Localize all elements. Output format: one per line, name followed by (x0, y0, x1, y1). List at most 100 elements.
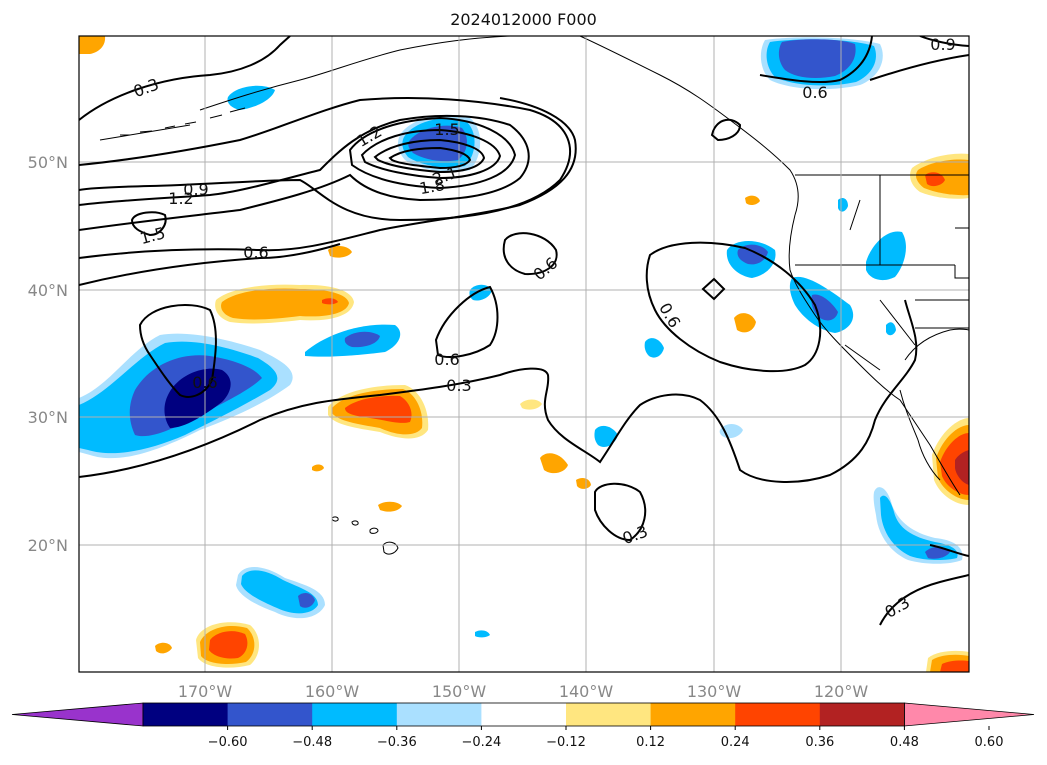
lat-label-40n: 40°N (28, 281, 68, 300)
pos-anomaly-blob (221, 288, 349, 320)
neg-anomaly-blob (925, 546, 950, 559)
neg-anomaly-northeast-strong (778, 39, 856, 78)
longitude-labels: 170°W 160°W 150°W 140°W 130°W 120°W (178, 682, 869, 701)
contour-label: 0.9 (183, 180, 208, 199)
contour-label: 0.6 (802, 83, 827, 102)
neg-anomaly-blob (644, 338, 664, 358)
colorbar-tick-label: −0.12 (546, 735, 586, 750)
neg-anomaly-blob (475, 630, 490, 638)
contour-label: 0.9 (930, 35, 955, 54)
lon-label-160w: 160°W (305, 682, 360, 701)
pos-anomaly-blob (540, 453, 568, 474)
contour-1.2 (79, 114, 530, 231)
colorbar-tick-label: 0.36 (805, 735, 834, 750)
contour-0.6-mid (502, 232, 558, 276)
neg-anomaly-blob (737, 244, 768, 265)
island-kauai (331, 516, 339, 522)
colorbar-tick-label: −0.60 (208, 735, 248, 750)
contour-label: 0.3 (446, 376, 471, 395)
neg-anomaly-blob (227, 85, 275, 110)
pos-anomaly-blob (576, 477, 591, 489)
colorbar-extend-max (904, 702, 1035, 727)
contour-0.6-center (434, 285, 499, 358)
pos-anomaly-blob (520, 399, 542, 410)
contour-ne-box (710, 118, 742, 142)
latitude-labels: 50°N 40°N 30°N 20°N (28, 153, 68, 555)
pos-anomaly-blob (940, 660, 969, 672)
contour-label: 0.6 (192, 373, 217, 392)
coastline-baja (899, 389, 941, 481)
contour-2.4 (388, 146, 472, 170)
neg-anomaly-blob (241, 570, 318, 614)
colorbar-segment (566, 703, 652, 726)
colorbar-extend-min (11, 702, 144, 727)
pos-anomaly-blob (378, 501, 402, 512)
contour-1.8 (360, 128, 502, 180)
pos-anomaly-blob (345, 395, 412, 423)
contour-label: 0.6 (243, 243, 268, 262)
colorbar-segment (396, 703, 482, 726)
neg-anomaly-low-strong (408, 125, 467, 162)
contour-lines (79, 36, 969, 626)
pos-anomaly-blob (209, 631, 248, 659)
lat-label-50n: 50°N (28, 153, 68, 172)
pos-anomaly-blob (955, 450, 969, 485)
pos-anomaly-blob (328, 246, 352, 258)
colorbar-tick-label: 0.12 (636, 735, 665, 750)
contour-0.6-inner (138, 304, 217, 398)
coastline-mainland-mexico (904, 328, 969, 361)
contour-2.1 (373, 138, 486, 174)
coastline-alaska-south (99, 124, 191, 141)
colorbar-tick-label: 0.24 (721, 735, 750, 750)
lat-label-20n: 20°N (28, 536, 68, 555)
colorbar: −0.60 −0.48 −0.36 −0.24 −0.12 0.12 0.24 0.36 0.4… (11, 702, 1035, 750)
lon-label-170w: 170°W (178, 682, 233, 701)
pos-anomaly-blob (745, 195, 760, 206)
contour-0.9-ne (919, 36, 969, 47)
contour-0.3-main (79, 299, 918, 483)
contour-label: 1.5 (434, 120, 459, 139)
anomaly-shading (79, 36, 969, 672)
aleutian-islands (120, 107, 246, 136)
pos-anomaly-blob (312, 464, 324, 472)
pos-anomaly-blob (925, 172, 945, 187)
neg-anomaly-blob (866, 231, 906, 281)
neg-anomaly-blob (344, 331, 380, 348)
colorbar-tick-label: 0.60 (975, 735, 1004, 750)
pos-anomaly-blob (322, 298, 338, 305)
colorbar-segment (735, 703, 821, 726)
contour-0.3-se (879, 574, 969, 626)
lon-label-150w: 150°W (432, 682, 487, 701)
colorbar-tick-label: −0.48 (292, 735, 332, 750)
coastline-us-west (788, 214, 961, 496)
colorbar-segment (143, 703, 229, 726)
island-oahu (351, 520, 359, 526)
colorbar-tick-label: −0.24 (461, 735, 501, 750)
contour-0.9 (79, 97, 571, 222)
island-hawaii (382, 541, 399, 555)
coastline-bc (579, 36, 799, 216)
pos-anomaly-blob (79, 36, 106, 54)
colorbar-segment (819, 703, 905, 726)
neg-anomaly-west-deep (164, 368, 231, 428)
contour-0.3-se-lower (929, 544, 969, 557)
colorbar-segment (650, 703, 736, 726)
contour-ne-upper (869, 54, 969, 81)
neg-anomaly-blob (298, 592, 315, 608)
contour-diamond (701, 277, 726, 301)
pos-anomaly-blob (734, 313, 756, 333)
lat-label-30n: 30°N (28, 408, 68, 427)
contour-label: 1.8 (418, 175, 446, 198)
colorbar-segment (312, 703, 398, 726)
coastline-alaska (199, 36, 511, 111)
colorbar-segment (227, 703, 313, 726)
map-frame (78, 35, 970, 673)
contour-0.3-north (79, 36, 291, 121)
state-borders (795, 174, 969, 371)
contour-label: 0.6 (434, 350, 459, 369)
colorbar-border (142, 702, 905, 727)
contour-0.6-east (645, 241, 822, 373)
contour-0.6-west-2 (79, 243, 341, 286)
neg-anomaly-blob (886, 322, 896, 336)
